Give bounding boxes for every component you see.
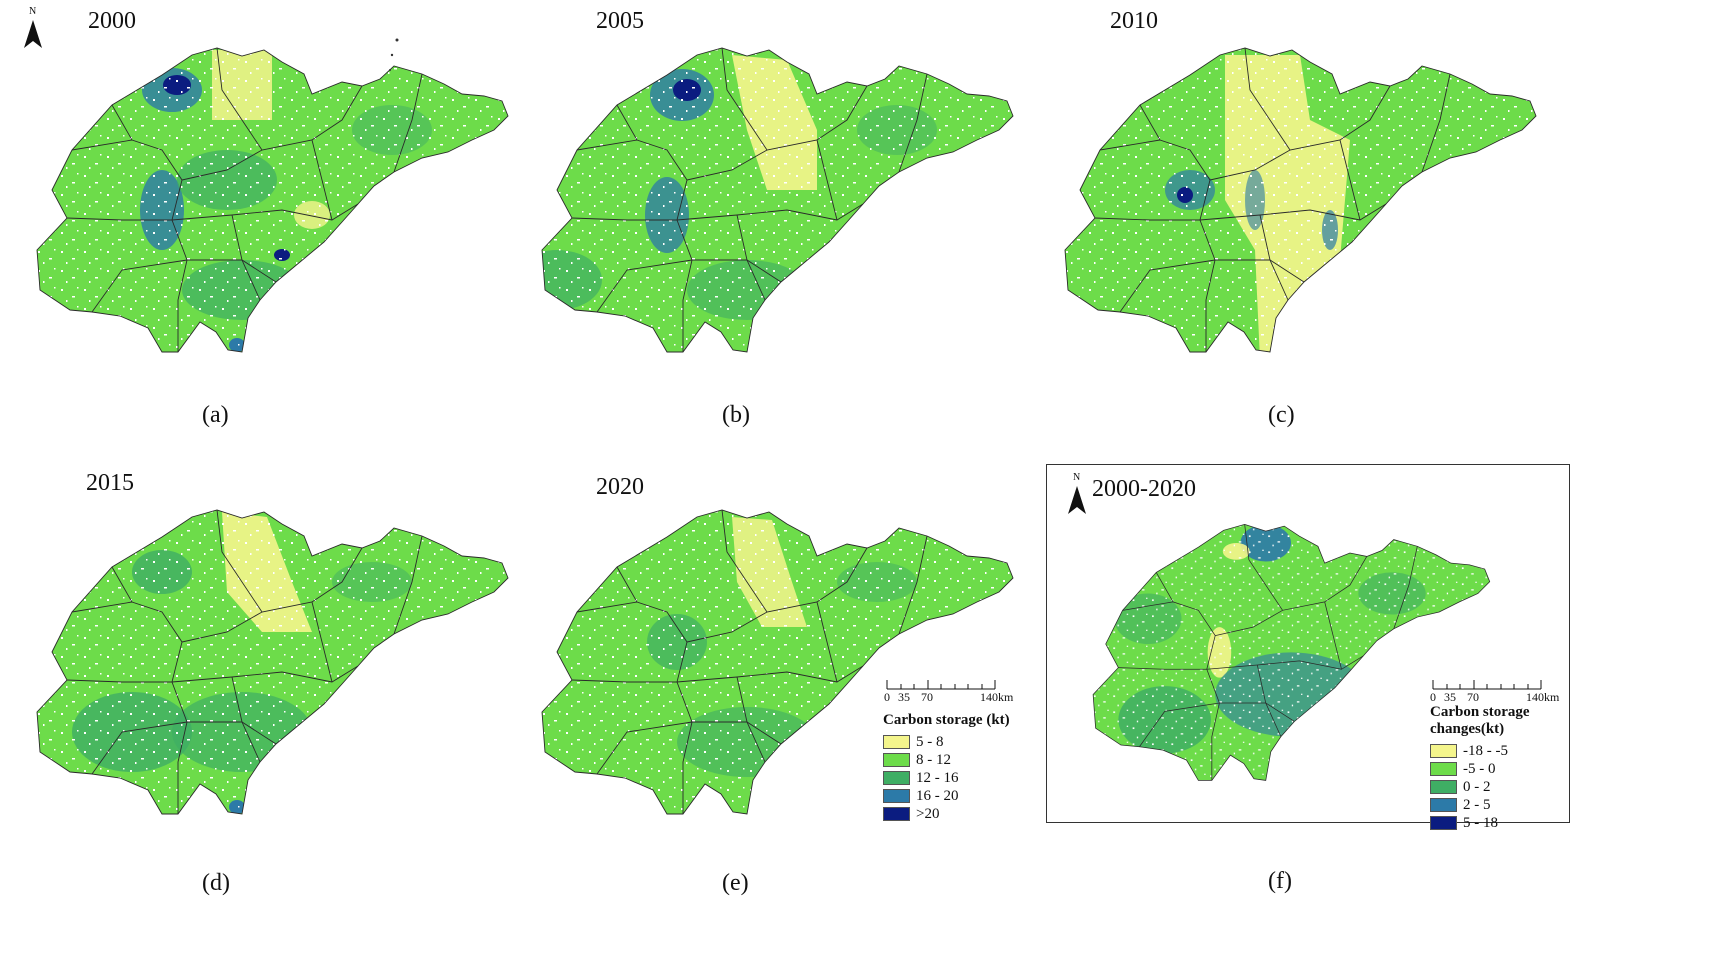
legend-swatch <box>883 807 910 821</box>
legend-label: 8 - 12 <box>916 751 951 768</box>
panel-f-frame <box>1046 464 1570 823</box>
panel-caption: (f) <box>1268 868 1292 894</box>
panel-a: N 2000 (a) <box>0 0 560 440</box>
legend-item: 16 - 20 <box>883 787 1010 805</box>
north-label: N <box>1073 472 1081 483</box>
legend-swatch <box>1430 816 1457 830</box>
legend-item: -18 - -5 <box>1430 742 1530 760</box>
legend-carbon-storage-changes: Carbon storage changes(kt) -18 - -5 -5 -… <box>1430 704 1530 832</box>
year-label: 2000 <box>88 8 136 34</box>
legend-swatch <box>1430 762 1457 776</box>
scale-tick-label: 0 <box>1430 690 1436 704</box>
panel-e: 2020 (e) <box>520 470 1080 950</box>
legend-label: 16 - 20 <box>916 787 959 804</box>
carbon-storage-map <box>541 47 1014 353</box>
legend-item: -5 - 0 <box>1430 760 1530 778</box>
scale-bar: 0 35 70 140km <box>884 676 1016 706</box>
legend-label: 0 - 2 <box>1463 778 1491 795</box>
legend-swatch <box>1430 798 1457 812</box>
legend-item: 5 - 18 <box>1430 814 1530 832</box>
legend-label: 2 - 5 <box>1463 796 1491 813</box>
legend-title-line: Carbon storage <box>1430 704 1530 720</box>
scale-tick-label: 70 <box>1467 690 1479 704</box>
legend-item: 2 - 5 <box>1430 796 1530 814</box>
legend-label: 5 - 8 <box>916 733 944 750</box>
panel-caption: (e) <box>722 870 749 896</box>
legend-swatch <box>883 735 910 749</box>
scale-tick-label: 35 <box>1444 690 1456 704</box>
carbon-storage-change-map <box>1092 523 1491 781</box>
scale-tick-label: 0 <box>884 690 890 704</box>
north-arrow-icon: N <box>22 6 44 48</box>
carbon-storage-map <box>36 38 509 353</box>
legend-item: >20 <box>883 805 1010 823</box>
carbon-storage-map <box>1064 47 1537 353</box>
legend-item: 12 - 16 <box>883 769 1010 787</box>
panel-d: 2015 (d) <box>0 470 560 950</box>
year-label: 2010 <box>1110 8 1158 34</box>
legend-swatch <box>883 771 910 785</box>
year-label: 2005 <box>596 8 644 34</box>
carbon-storage-map <box>541 509 1014 815</box>
panel-caption: (a) <box>202 402 229 428</box>
legend-swatch <box>883 753 910 767</box>
legend-label: -18 - -5 <box>1463 742 1508 759</box>
north-arrow-icon: N <box>1066 472 1088 514</box>
year-label: 2000-2020 <box>1092 476 1196 502</box>
panel-caption: (b) <box>722 402 750 428</box>
panel-c: 2010 (c) <box>1040 0 1600 440</box>
scale-bar: 0 35 70 140km <box>1430 676 1562 706</box>
legend-item: 0 - 2 <box>1430 778 1530 796</box>
year-label: 2020 <box>596 474 644 500</box>
legend-title: Carbon storage changes(kt) <box>1430 704 1530 738</box>
legend-item: 5 - 8 <box>883 733 1010 751</box>
panel-f: N 2000-2020 (f) <box>1046 464 1606 944</box>
carbon-storage-map <box>36 509 509 815</box>
legend-item: 8 - 12 <box>883 751 1010 769</box>
panel-caption: (c) <box>1268 402 1295 428</box>
scale-tick-label: 70 <box>921 690 933 704</box>
legend-label: 12 - 16 <box>916 769 959 786</box>
legend-label: -5 - 0 <box>1463 760 1496 777</box>
panel-b: 2005 (b) <box>520 0 1080 440</box>
legend-swatch <box>883 789 910 803</box>
legend-label: >20 <box>916 805 940 822</box>
legend-swatch <box>1430 744 1457 758</box>
legend-title-line: changes(kt) <box>1430 721 1505 737</box>
scale-tick-label: 35 <box>898 690 910 704</box>
legend-title: Carbon storage (kt) <box>883 712 1010 728</box>
scale-tick-label: 140km <box>1526 690 1560 704</box>
legend-carbon-storage: Carbon storage (kt) 5 - 8 8 - 12 12 - 16… <box>883 712 1010 823</box>
north-label: N <box>29 6 37 17</box>
scale-tick-label: 140km <box>980 690 1014 704</box>
legend-swatch <box>1430 780 1457 794</box>
legend-label: 5 - 18 <box>1463 814 1498 831</box>
year-label: 2015 <box>86 470 134 496</box>
panel-caption: (d) <box>202 870 230 896</box>
